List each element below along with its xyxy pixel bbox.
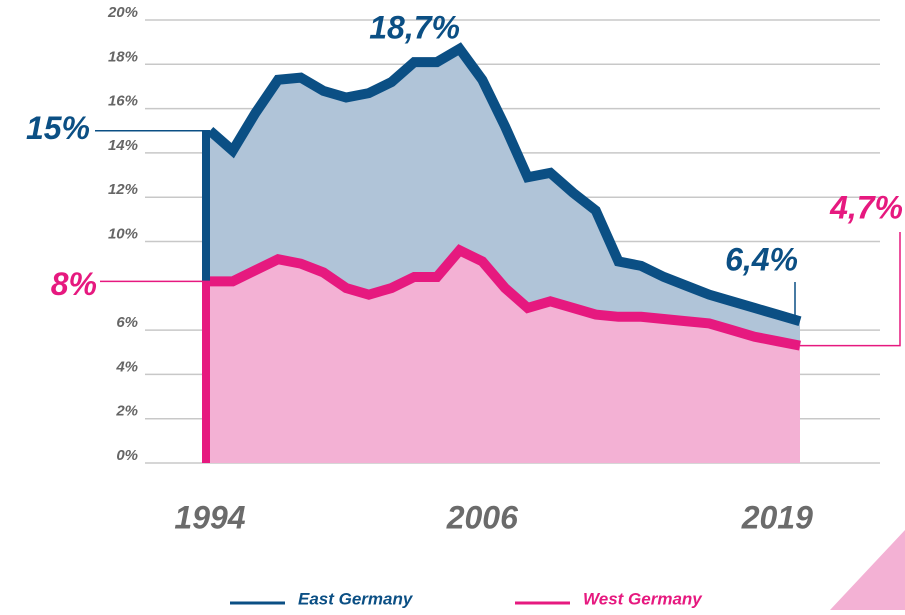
y-tick-label: 4% [115,358,138,375]
y-tick-label: 16% [108,93,138,110]
y-tick-label: 6% [116,314,138,331]
y-tick-label: 10% [108,225,138,242]
y-tick-label: 20% [107,4,138,21]
y-tick-label: 0% [116,447,138,464]
annotation: 8% [51,266,97,302]
area-line [206,42,802,327]
area-line [210,244,801,351]
y-tick-label: 18% [108,48,138,65]
annotation: 6,4% [725,241,798,277]
y-tick-label: 14% [108,137,138,154]
annotation: 15% [26,110,90,146]
y-tick-label: 2% [115,403,138,420]
annotation: 18,7% [369,9,460,45]
area-fill [210,250,800,463]
annotation: 4,7% [829,189,903,225]
legend-label: West Germany [583,589,703,608]
corner-decoration [830,530,905,610]
x-tick-label: 2019 [741,499,813,535]
y-tick-label: 12% [108,181,138,198]
legend-label: East Germany [298,589,414,608]
annotation-line [800,232,901,347]
x-tick-label: 1994 [174,499,245,535]
x-tick-label: 2006 [446,499,518,535]
